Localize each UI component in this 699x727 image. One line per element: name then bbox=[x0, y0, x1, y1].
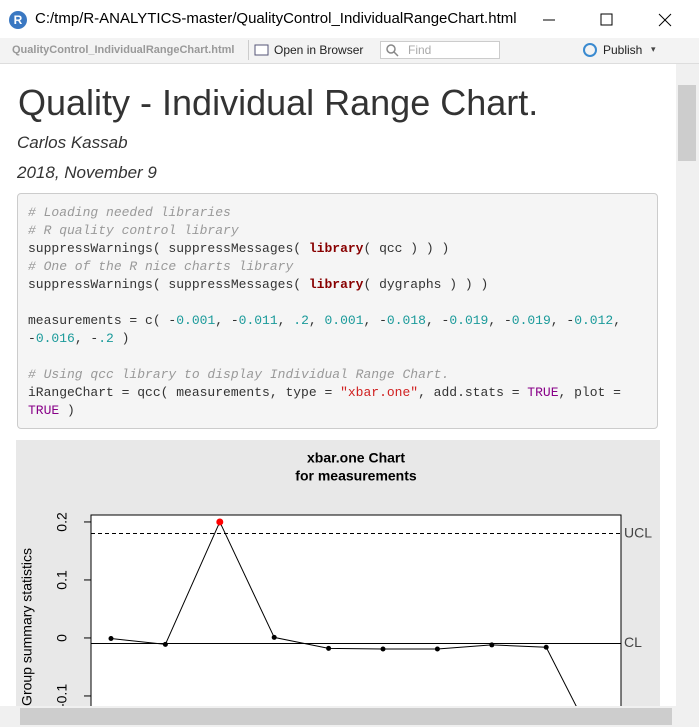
code-token: suppressWarnings( suppressMessages( bbox=[28, 277, 309, 292]
code-token: , - bbox=[215, 313, 239, 328]
code-token: , add.stats = bbox=[418, 385, 528, 400]
code-token: 0.011 bbox=[238, 313, 278, 328]
code-line bbox=[28, 294, 647, 312]
doc-date: 2018, November 9 bbox=[17, 163, 157, 182]
file-name: QualityControl_IndividualRangeChart.html bbox=[12, 44, 235, 56]
code-token: 0.001 bbox=[176, 313, 216, 328]
series-line bbox=[110, 520, 577, 706]
code-token: library bbox=[308, 277, 364, 292]
code-token: , bbox=[277, 313, 294, 328]
vertical-scroll-thumb[interactable] bbox=[678, 85, 696, 161]
code-token: , bbox=[308, 313, 325, 328]
code-line: -0.016, -.2 ) bbox=[28, 330, 647, 348]
point bbox=[489, 642, 495, 648]
open-in-browser[interactable]: Open in Browser bbox=[274, 43, 364, 57]
code-line: # R quality control library bbox=[28, 222, 647, 240]
code-line: suppressWarnings( suppressMessages( libr… bbox=[28, 240, 647, 258]
y-tick-label: -0.1 bbox=[54, 684, 70, 706]
code-token: .2 bbox=[293, 313, 309, 328]
chart: xbar.one Chart for measurements Group su… bbox=[16, 440, 660, 706]
cl-label: CL bbox=[624, 634, 642, 650]
point bbox=[162, 641, 168, 647]
code-block: # Loading needed libraries # R quality co… bbox=[17, 193, 658, 429]
code-token: , bbox=[613, 313, 622, 328]
y-tick-label: 0.2 bbox=[54, 512, 70, 532]
code-token: , - bbox=[74, 331, 99, 346]
code-token: # One of the R nice charts library bbox=[28, 259, 294, 274]
code-line bbox=[28, 348, 647, 366]
code-token: TRUE bbox=[28, 403, 60, 418]
chart-title: xbar.one Chart bbox=[307, 450, 405, 466]
code-line: measurements = c( -0.001, -0.011, .2, 0.… bbox=[28, 312, 647, 330]
point bbox=[271, 634, 277, 640]
code-token: 0.019 bbox=[511, 313, 551, 328]
find-box[interactable] bbox=[380, 41, 500, 59]
horizontal-scroll-thumb[interactable] bbox=[20, 708, 672, 725]
code-token: # Loading needed libraries bbox=[28, 205, 231, 220]
y-tick-label: 0.1 bbox=[54, 570, 70, 590]
code-token: , - bbox=[425, 313, 450, 328]
code-token: - bbox=[28, 331, 36, 346]
code-token: 0.012 bbox=[574, 313, 614, 328]
chart-subtitle: for measurements bbox=[295, 468, 417, 484]
y-tick-label: 0 bbox=[54, 634, 70, 642]
code-token: ( dygraphs ) ) ) bbox=[363, 277, 489, 292]
r-icon: R bbox=[9, 11, 27, 29]
y-axis-label: Group summary statistics bbox=[19, 548, 35, 706]
code-token: , - bbox=[488, 313, 512, 328]
point bbox=[543, 644, 549, 650]
publish-button[interactable]: Publish bbox=[603, 43, 643, 57]
code-token: 0.016 bbox=[35, 331, 75, 346]
point bbox=[434, 646, 440, 652]
toolbar bbox=[0, 38, 699, 64]
code-line: TRUE ) bbox=[28, 402, 647, 420]
code-token: iRangeChart = qcc( measurements, type = bbox=[28, 385, 341, 400]
ucl-label: UCL bbox=[624, 524, 652, 540]
code-token: "xbar.one" bbox=[340, 385, 419, 400]
doc-author: Carlos Kassab bbox=[17, 133, 128, 152]
code-line: suppressWarnings( suppressMessages( libr… bbox=[28, 276, 647, 294]
code-token: measurements = c( - bbox=[28, 313, 177, 328]
code-token: , - bbox=[550, 313, 575, 328]
search-icon bbox=[386, 44, 399, 57]
code-line: iRangeChart = qcc( measurements, type = … bbox=[28, 384, 647, 402]
point bbox=[380, 646, 386, 652]
code-token: # Using qcc library to display Individua… bbox=[28, 367, 450, 382]
code-token: 0.019 bbox=[449, 313, 489, 328]
point bbox=[108, 636, 114, 642]
window-controls[interactable] bbox=[530, 8, 690, 32]
doc-title: Quality - Individual Range Chart. bbox=[18, 82, 539, 123]
publish-icon bbox=[583, 43, 597, 57]
vertical-scrollbar[interactable] bbox=[676, 64, 699, 706]
code-token: # R quality control library bbox=[28, 223, 239, 238]
open-icon bbox=[254, 44, 269, 56]
code-token: library bbox=[308, 241, 364, 256]
code-line: # One of the R nice charts library bbox=[28, 258, 647, 276]
code-token: , plot = bbox=[558, 385, 621, 400]
code-token: , - bbox=[363, 313, 387, 328]
svg-text:R: R bbox=[14, 13, 23, 27]
title-bar bbox=[0, 0, 699, 38]
code-token: 0.018 bbox=[386, 313, 426, 328]
code-token: .2 bbox=[98, 331, 114, 346]
code-line: # Loading needed libraries bbox=[28, 204, 647, 222]
code-token: 0.001 bbox=[324, 313, 364, 328]
window-title: C:/tmp/R-ANALYTICS-master/QualityControl… bbox=[35, 10, 517, 27]
code-token: ) bbox=[113, 331, 130, 346]
point bbox=[216, 518, 224, 526]
code-token: ( qcc ) ) ) bbox=[363, 241, 450, 256]
publish-menu[interactable]: ▾ bbox=[651, 44, 656, 54]
point bbox=[326, 645, 332, 651]
plot-box bbox=[90, 514, 622, 706]
code-token: suppressWarnings( suppressMessages( bbox=[28, 241, 309, 256]
find-placeholder: Find bbox=[408, 43, 432, 57]
code-token: ) bbox=[59, 403, 75, 418]
separator bbox=[248, 40, 251, 60]
code-token: TRUE bbox=[527, 385, 559, 400]
code-line: # Using qcc library to display Individua… bbox=[28, 366, 647, 384]
